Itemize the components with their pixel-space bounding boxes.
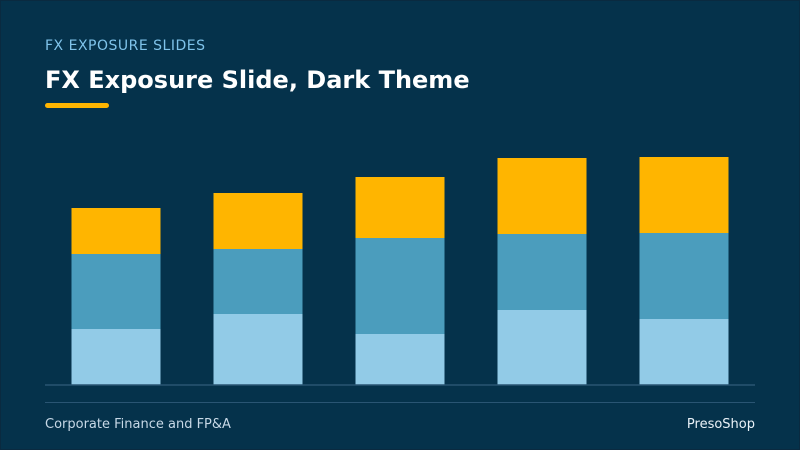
bar-3-middle-segment bbox=[355, 238, 445, 334]
bar-1-bottom-segment bbox=[71, 329, 161, 385]
slide-title: FX Exposure Slide, Dark Theme bbox=[45, 66, 470, 94]
bar-1-middle-segment bbox=[71, 254, 161, 329]
bar-3-top-segment bbox=[355, 177, 445, 238]
bar-3-bottom-segment bbox=[355, 334, 445, 385]
title-accent-bar bbox=[45, 103, 109, 108]
chart-bars bbox=[71, 157, 729, 385]
footer-divider bbox=[45, 402, 755, 403]
bar-5-middle-segment bbox=[639, 233, 729, 319]
bar-5-top-segment bbox=[639, 157, 729, 233]
bar-5-bottom-segment bbox=[639, 319, 729, 385]
bar-2-bottom-segment bbox=[213, 314, 303, 385]
footer-brand-text: PresoShop bbox=[686, 417, 755, 432]
bar-4-top-segment bbox=[497, 158, 587, 234]
bar-2-middle-segment bbox=[213, 249, 303, 314]
bar-2-top-segment bbox=[213, 193, 303, 249]
bar-4-bottom-segment bbox=[497, 310, 587, 385]
bar-4-middle-segment bbox=[497, 234, 587, 310]
footer-company-text: Corporate Finance and FP&A bbox=[45, 417, 231, 432]
bar-1-top-segment bbox=[71, 208, 161, 254]
eyebrow-label: FX EXPOSURE SLIDES bbox=[45, 38, 206, 54]
